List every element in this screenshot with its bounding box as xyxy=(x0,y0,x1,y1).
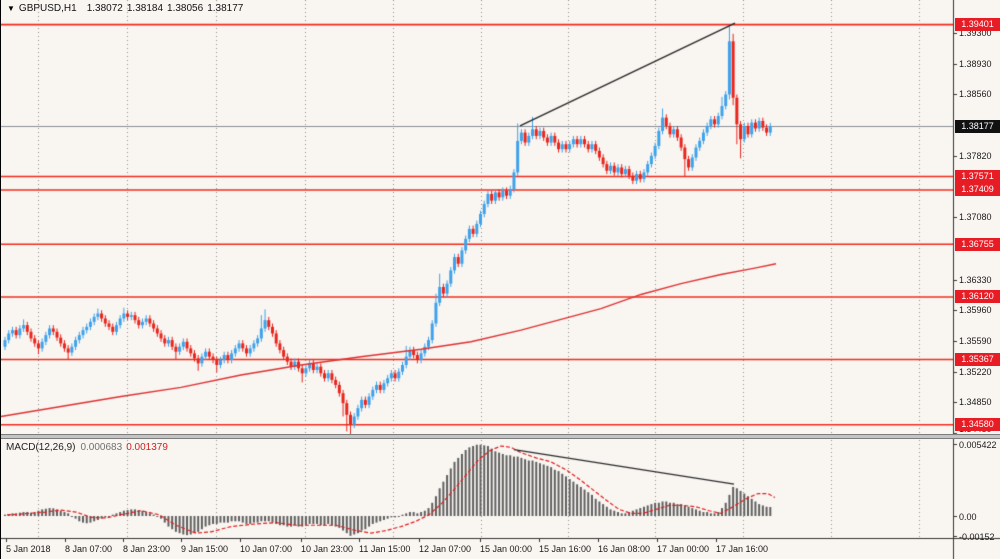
time-axis-label: 10 Jan 07:00 xyxy=(240,544,293,554)
price-axis-tick-label: 1.37820 xyxy=(959,150,992,161)
low-value: 1.38056 xyxy=(167,3,204,14)
price-level-label: 1.37409 xyxy=(955,183,1000,197)
pane-separator-handle[interactable] xyxy=(1,434,1000,439)
price-axis-tick-label: 1.37080 xyxy=(959,212,992,223)
price-axis-tick-label: 1.34850 xyxy=(959,397,992,408)
price-level-label: 1.36120 xyxy=(955,290,1000,304)
time-axis-label: 12 Jan 07:00 xyxy=(419,544,472,554)
high-value: 1.38184 xyxy=(126,3,164,14)
price-axis-tick-label: 1.36330 xyxy=(959,274,992,285)
close-value: 1.38177 xyxy=(207,3,244,14)
price-axis-tick-label: 1.39300 xyxy=(959,28,992,38)
price-axis-tick-label: 1.38560 xyxy=(959,89,992,100)
time-axis-label: 16 Jan 08:00 xyxy=(598,544,651,554)
price-level-label: 1.39401 xyxy=(955,18,1000,32)
macd-axis-tick-label: -0.00152 xyxy=(959,532,995,543)
time-axis-label: 10 Jan 23:00 xyxy=(301,544,354,554)
macd-indicator-label: MACD(12,26,9) 0.000683 0.001379 xyxy=(6,442,168,453)
time-axis-label: 11 Jan 15:00 xyxy=(359,544,411,554)
price-axis-tick-label: 1.35590 xyxy=(959,335,992,346)
price-level-label: 1.35367 xyxy=(955,352,1000,366)
price-level-label: 1.36755 xyxy=(955,237,1000,251)
price-level-label: 1.34580 xyxy=(955,418,1000,432)
price-axis-tick-label: 1.35960 xyxy=(959,305,992,316)
time-axis-label: 9 Jan 15:00 xyxy=(181,544,229,554)
macd-main-value: 0.000683 xyxy=(80,442,123,453)
macd-signal-value: 0.001379 xyxy=(126,442,168,453)
open-value: 1.38072 xyxy=(86,3,123,14)
time-axis-label: 8 Jan 23:00 xyxy=(123,544,171,554)
price-axis-tick-label: 1.35220 xyxy=(959,366,992,377)
time-axis-label: 5 Jan 2018 xyxy=(6,544,51,554)
time-axis-label: 17 Jan 00:00 xyxy=(657,544,710,554)
macd-axis-tick-label: 0.005422 xyxy=(959,440,997,451)
macd-name: MACD(12,26,9) xyxy=(6,442,76,453)
price-level-label: 1.37571 xyxy=(955,170,1000,183)
current-price-label: 1.38177 xyxy=(955,119,1000,133)
time-axis-label: 8 Jan 07:00 xyxy=(65,544,113,554)
time-axis-label: 15 Jan 00:00 xyxy=(480,544,533,554)
price-axis[interactable] xyxy=(954,0,1000,539)
symbol-marker-icon: ▼ xyxy=(7,4,15,13)
symbol-timeframe-label: GBPUSD,H1 xyxy=(18,3,77,14)
price-axis-tick-label: 1.38930 xyxy=(959,58,992,69)
macd-axis-tick-label: 0.00 xyxy=(959,512,977,522)
chart-title: ▼ GBPUSD,H1 1.38072 1.38184 1.38056 1.38177 xyxy=(7,3,247,14)
time-axis-label: 17 Jan 16:00 xyxy=(716,544,769,554)
time-axis-label: 15 Jan 16:00 xyxy=(539,544,592,554)
